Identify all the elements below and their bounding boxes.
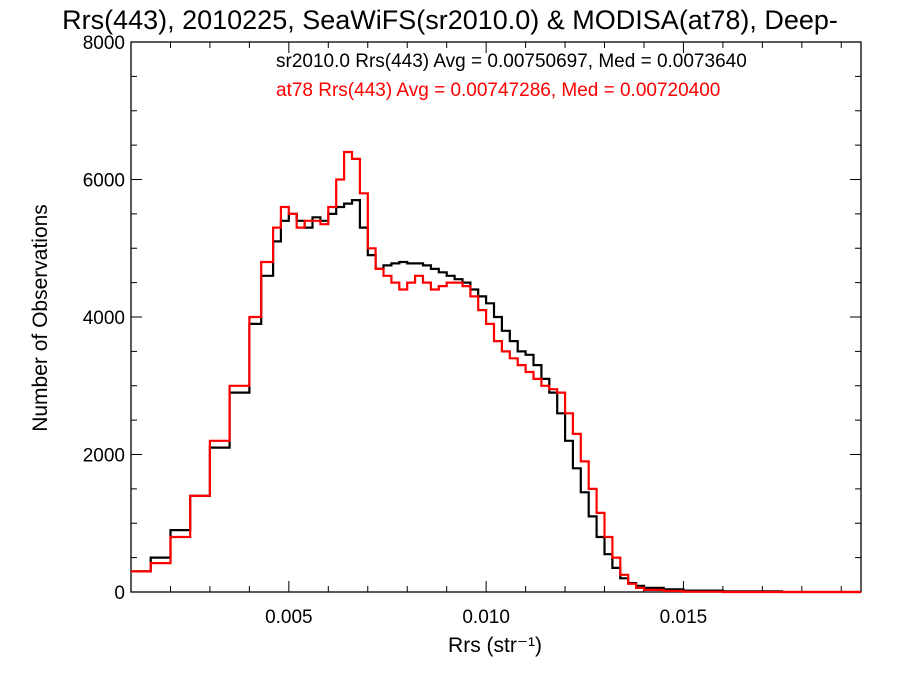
y-tick-label: 0 bbox=[114, 583, 125, 604]
x-tick-label: 0.005 bbox=[265, 607, 313, 628]
series-line-sr2010.0 bbox=[131, 199, 861, 594]
y-tick-label: 2000 bbox=[83, 446, 125, 467]
chart-title: Rrs(443), 2010225, SeaWiFS(sr2010.0) & M… bbox=[62, 5, 838, 35]
x-tick-label: 0.010 bbox=[462, 607, 510, 628]
y-tick-label: 4000 bbox=[83, 308, 125, 329]
y-axis-label: Number of Observations bbox=[29, 204, 52, 432]
tick-marks bbox=[130, 41, 861, 593]
x-tick-labels: 0.005 0.010 0.015 bbox=[265, 607, 707, 628]
y-tick-label: 8000 bbox=[83, 33, 125, 54]
x-axis-label: Rrs (str⁻¹) bbox=[448, 634, 542, 657]
series-line-at78 bbox=[131, 150, 861, 594]
y-tick-label: 6000 bbox=[83, 171, 125, 192]
y-tick-labels: 0 2000 4000 6000 8000 bbox=[83, 33, 125, 604]
stats-annotation-at78: at78 Rrs(443) Avg = 0.00747286, Med = 0.… bbox=[276, 80, 720, 101]
series-lines bbox=[131, 150, 861, 594]
x-tick-label: 0.015 bbox=[660, 607, 708, 628]
stats-annotation-sr2010: sr2010.0 Rrs(443) Avg = 0.00750697, Med … bbox=[276, 51, 747, 72]
